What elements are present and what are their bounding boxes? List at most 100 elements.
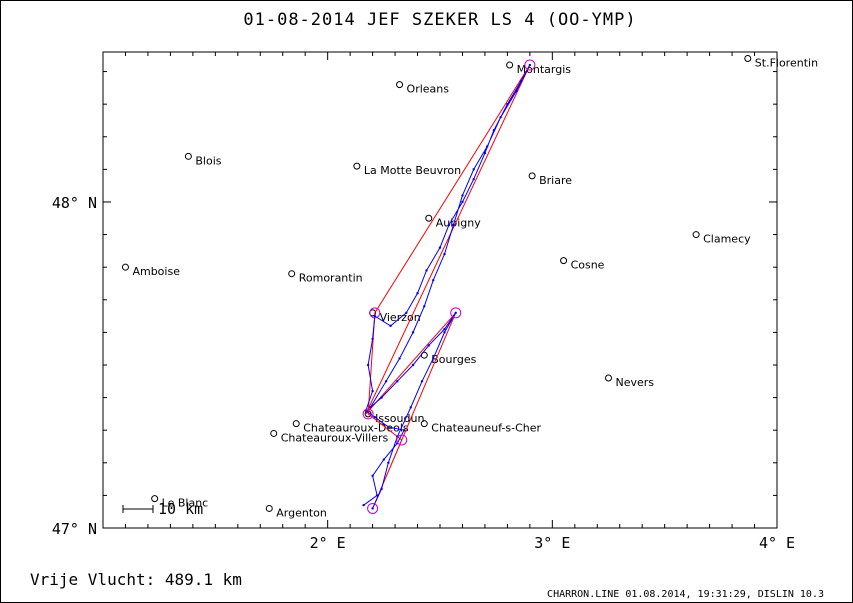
chart-title: 01-08-2014 JEF SZEKER LS 4 (OO-YMP) (243, 10, 636, 30)
place-label: Bourges (431, 353, 476, 366)
place-marker (288, 270, 296, 278)
track-point (387, 425, 390, 429)
track-point (384, 380, 388, 383)
x-tick-label: 3° E (534, 534, 570, 552)
place-markers: St.Florentin Montargis Orleans Blois La Mott… (121, 55, 818, 519)
y-tick-label: 47° N (52, 520, 97, 538)
track-point (380, 487, 383, 491)
track-point (371, 474, 374, 478)
place-label: St.Florentin (755, 57, 818, 70)
turnpoint-circle (369, 307, 381, 319)
place-marker (605, 374, 612, 382)
place-label: Montargis (517, 63, 572, 76)
track-point (519, 80, 523, 83)
track-point (396, 380, 399, 383)
turnpoint-circle (367, 502, 379, 514)
track-point (472, 177, 475, 181)
x-tick-label: 4° E (759, 534, 795, 552)
flight-track (363, 64, 531, 509)
track-point (371, 337, 374, 341)
track-point (373, 314, 377, 318)
track-point (443, 252, 446, 256)
track-point (472, 168, 475, 171)
turnpoint-circles (362, 59, 536, 514)
axis-ticks (102, 52, 778, 529)
track-point (452, 223, 455, 226)
place-marker (353, 162, 361, 170)
track-point (427, 344, 430, 347)
turnpoint-circle (524, 59, 536, 71)
track-point (447, 223, 451, 226)
plot-area-border (102, 51, 778, 529)
place-label: Cosne (571, 259, 605, 272)
place-label: Clamecy (703, 233, 751, 246)
place-label: Briare (539, 174, 572, 187)
track-point (375, 494, 379, 497)
place-label: La Motte Beuvron (364, 164, 461, 177)
track-point (432, 279, 435, 282)
turnpoint-circle (450, 307, 462, 319)
place-label: Chateauroux-Villers (281, 431, 389, 444)
program-info: CHARRON.LINE 01.08.2014, 19:31:29, DISLI… (547, 589, 824, 600)
place-label: Blois (195, 154, 221, 167)
track-point (443, 331, 446, 334)
track-point (409, 406, 412, 409)
y-tick-label: 48° N (52, 194, 97, 212)
track-point (380, 396, 383, 399)
place-marker (744, 55, 752, 63)
track-point (420, 380, 424, 383)
track-point (515, 89, 518, 93)
track-point (454, 311, 457, 315)
flight-track-group (362, 63, 532, 510)
track-point (438, 246, 442, 249)
place-label: Aubigny (436, 216, 481, 229)
place-marker (265, 504, 273, 512)
place-marker (151, 495, 159, 503)
place-marker (396, 81, 404, 89)
track-point (405, 311, 408, 315)
free-flight-distance: Vrije Vlucht: 489.1 km (30, 570, 242, 589)
axis-labels: 2° E 3° E 4° E 47° N 48° N (52, 194, 795, 552)
track-point (461, 194, 464, 197)
place-marker (270, 429, 278, 437)
track-point (387, 461, 390, 464)
track-point (483, 151, 487, 155)
track-point (492, 129, 496, 132)
track-point (528, 63, 532, 67)
track-point (425, 269, 428, 272)
turnpoint-circle (396, 434, 408, 446)
scale-bar-label: 10 km (158, 500, 203, 518)
task-line (365, 64, 531, 509)
track-point (411, 363, 415, 367)
place-label: Le Blanc (162, 497, 209, 510)
track-point (398, 357, 401, 360)
place-marker (420, 420, 428, 428)
track-point (485, 145, 489, 148)
place-label: Chateauneuf-s-Cher (431, 422, 541, 435)
place-marker (528, 172, 536, 180)
place-label: Nevers (616, 376, 655, 389)
track-point (382, 458, 386, 461)
place-marker (121, 263, 129, 271)
place-marker (506, 61, 514, 69)
track-point (373, 415, 377, 419)
place-label: Argenton (276, 506, 327, 519)
task-line-group (365, 64, 531, 509)
track-point (461, 200, 464, 204)
place-label: Romorantin (299, 272, 363, 285)
place-marker (292, 420, 300, 428)
track-point (362, 503, 365, 507)
place-marker (184, 152, 192, 160)
place-label: Orleans (407, 83, 450, 96)
track-point (432, 357, 435, 360)
place-label: Amboise (132, 265, 180, 278)
track-point (389, 324, 392, 328)
place-marker (560, 257, 568, 265)
track-point (411, 331, 415, 334)
turnpoint-circle (362, 408, 374, 420)
track-point (416, 292, 419, 295)
track-point (402, 428, 406, 432)
track-point (371, 507, 374, 510)
place-marker (692, 231, 700, 239)
